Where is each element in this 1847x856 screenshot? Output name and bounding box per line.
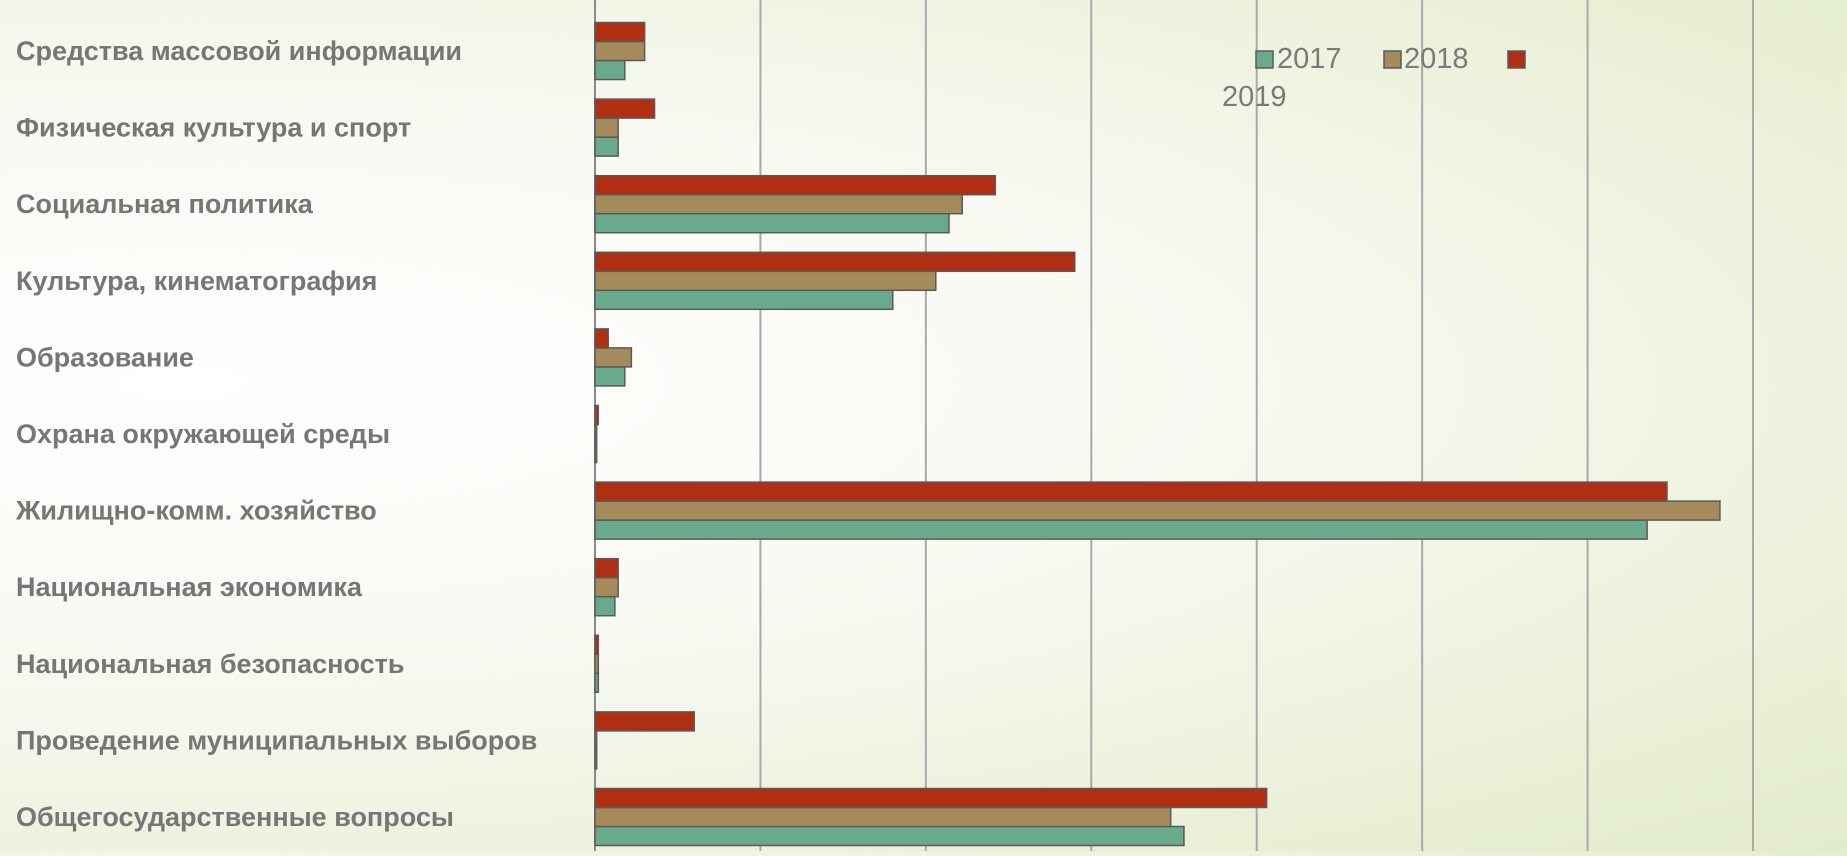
bar-2019: Охрана окружающей среды — 2019: 1	[594, 404, 600, 426]
bar-2017: Проведение муниципальных выборов — 2017:…	[594, 749, 598, 770]
legend-swatch-2019	[1507, 50, 1526, 69]
category-label: Национальная безопасность	[16, 649, 404, 679]
bar-2018: Образование — 2018: 11	[594, 347, 633, 368]
bar-2018: Проведение муниципальных выборов — 2018:…	[594, 730, 598, 751]
bar-2017: Культура, кинематография — 2017: 90	[594, 289, 894, 311]
bar-2019: Жилищно-комм. хозяйство — 2019: 324	[594, 481, 1668, 502]
bar-2017: Жилищно-комм. хозяйство — 2017: 318	[594, 519, 1648, 540]
category-label: Физическая культура и спорт	[16, 113, 411, 143]
bar-2019: Национальная экономика — 2019: 7	[594, 557, 619, 579]
legend-swatch-2017	[1255, 50, 1274, 69]
legend-swatch-2018	[1383, 50, 1402, 69]
legend-label-2017: 2017	[1277, 43, 1342, 75]
bar-2018: Культура, кинематография — 2018: 103	[594, 270, 937, 292]
bar-2018: Охрана окружающей среды — 2018: 0.5	[594, 423, 598, 445]
bar-2019: Общегосударственные вопросы — 2019: 203	[594, 787, 1268, 809]
bar-2019: Социальная политика — 2019: 121	[594, 174, 997, 196]
bar-2018: Национальная экономика — 2018: 7	[594, 576, 619, 598]
category-label: Социальная политика	[16, 189, 314, 219]
bar-2018: Физическая культура и спорт — 2018: 7	[594, 117, 619, 138]
bar-2018: Жилищно-комм. хозяйство — 2018: 340	[594, 500, 1721, 521]
bar-2017: Охрана окружающей среды — 2017: 0.5	[594, 442, 598, 464]
category-label: Общегосударственные вопросы	[16, 802, 454, 832]
category-labels: Средства массовой информации Физическая к…	[15, 36, 537, 832]
bar-2017: Средства массовой информации — 2017: 9	[594, 59, 626, 81]
bars: Средства массовой информации — 2017: 9Ср…	[594, 21, 1721, 847]
bar-2019: Проведение муниципальных выборов — 2019:…	[594, 711, 696, 732]
bar-2017: Физическая культура и спорт — 2017: 7	[594, 136, 619, 157]
bar-2017: Социальная политика — 2017: 107	[594, 212, 950, 234]
bar-2019: Образование — 2019: 4	[594, 328, 609, 349]
bar-2017: Образование — 2017: 9	[594, 366, 626, 387]
bar-2017: Общегосударственные вопросы — 2017: 178	[594, 825, 1185, 847]
bar-2019: Национальная безопасность — 2019: 1	[594, 634, 600, 656]
bar-2018: Национальная безопасность — 2018: 1	[594, 653, 600, 675]
category-label: Жилищно-комм. хозяйство	[15, 496, 377, 526]
category-label: Образование	[16, 342, 194, 372]
category-label: Средства массовой информации	[16, 36, 462, 66]
bar-2019: Культура, кинематография — 2019: 145	[594, 251, 1076, 273]
grid-lines	[594, 0, 1754, 851]
bar-2019: Средства массовой информации — 2019: 15	[594, 21, 646, 43]
legend: 2017 2018 2019	[1222, 43, 1526, 113]
category-label: Культура, кинематография	[16, 266, 377, 296]
bar-2018: Средства массовой информации — 2018: 15	[594, 40, 646, 62]
bar-2018: Социальная политика — 2018: 111	[594, 193, 964, 215]
legend-label-2018: 2018	[1404, 43, 1469, 75]
bar-2017: Национальная безопасность — 2017: 1	[594, 672, 600, 694]
legend-label-2019: 2019	[1222, 81, 1287, 113]
category-label: Проведение муниципальных выборов	[16, 725, 537, 755]
bar-2019: Физическая культура и спорт — 2019: 18	[594, 98, 656, 119]
bar-2018: Общегосударственные вопросы — 2018: 174	[594, 806, 1172, 828]
bar-2017: Национальная экономика — 2017: 6	[594, 595, 616, 617]
category-label: Охрана окружающей среды	[16, 419, 390, 449]
category-label: Национальная экономика	[16, 572, 363, 602]
